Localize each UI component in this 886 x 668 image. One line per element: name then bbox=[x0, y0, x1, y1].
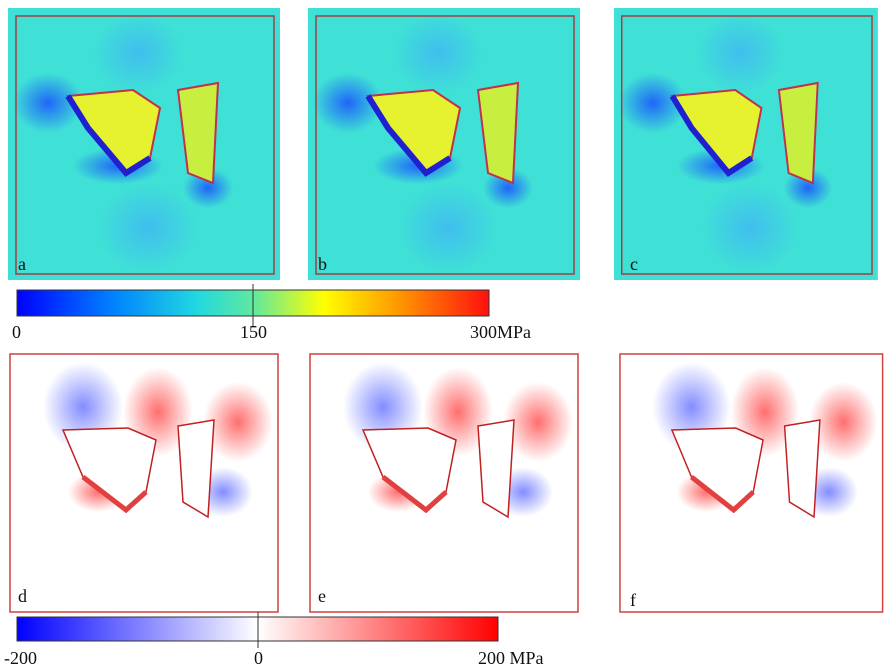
panel-label: c bbox=[630, 254, 638, 274]
panel-a bbox=[8, 8, 280, 280]
colorbar-label: 300MPa bbox=[470, 322, 531, 342]
panel-label: a bbox=[18, 254, 26, 274]
panel-label: f bbox=[630, 590, 636, 610]
panel-e bbox=[308, 352, 580, 614]
colorbar-label: 0 bbox=[254, 648, 263, 668]
panel-label: d bbox=[18, 586, 27, 606]
panel-label: b bbox=[318, 254, 327, 274]
panel-c bbox=[614, 8, 878, 280]
colorbar-label: 150 bbox=[240, 322, 267, 342]
panel-d bbox=[8, 352, 280, 614]
colorbar-label: -200 bbox=[4, 648, 37, 668]
panel-f bbox=[618, 352, 885, 614]
colorbar-label: 0 bbox=[12, 322, 21, 342]
colorbar-label: 200 MPa bbox=[478, 648, 544, 668]
colorbar-diff: -200 0 200 MPa bbox=[4, 612, 544, 668]
colorbar-stress: 0 150 300MPa bbox=[12, 284, 531, 342]
panel-label: e bbox=[318, 586, 326, 606]
panel-b bbox=[308, 8, 580, 280]
